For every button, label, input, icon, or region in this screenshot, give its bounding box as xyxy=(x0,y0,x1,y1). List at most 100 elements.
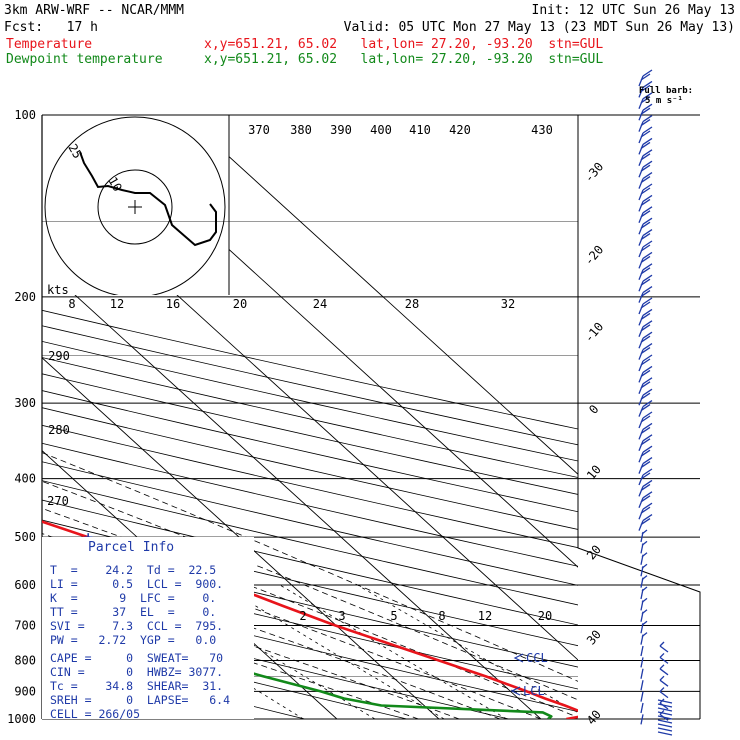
wind-barb-flag xyxy=(640,301,651,309)
wind-barb-staff xyxy=(657,731,673,736)
wind-barb-flag xyxy=(640,164,651,172)
wind-barb-flag xyxy=(640,210,651,218)
parcel-info-row: LI = 0.5 LCL = 900. xyxy=(50,577,223,591)
hodograph-ring-label: 25 xyxy=(65,142,84,162)
wind-barb-staff xyxy=(638,132,644,144)
wind-barb-staff xyxy=(640,668,644,679)
wind-barb-flag xyxy=(642,103,653,111)
theta-label: 400 xyxy=(370,123,392,137)
wind-barb-flag xyxy=(642,479,653,487)
wind-barb-staff xyxy=(638,315,644,326)
wind-barb-flag xyxy=(642,69,653,77)
wind-barb-staff xyxy=(659,702,669,710)
dry-adiabat xyxy=(42,461,578,586)
wind-barb-flag xyxy=(640,198,651,206)
theta-label: 270 xyxy=(47,494,69,508)
wind-barb-staff xyxy=(640,702,644,714)
wind-barb-staff xyxy=(638,337,644,349)
wind-barb-staff xyxy=(638,235,644,246)
wind-barb-flag xyxy=(641,529,648,535)
wind-barb-staff xyxy=(638,178,644,189)
theta-label: 430 xyxy=(531,123,553,137)
isotherm xyxy=(42,357,440,719)
wind-barb-staff xyxy=(659,645,669,653)
dewpoint-legend: Dewpoint temperature xyxy=(6,52,163,67)
wind-barb-flag xyxy=(640,472,651,480)
isotherm-label: 40 xyxy=(584,707,604,727)
wind-barb-flag xyxy=(642,331,653,339)
wind-barb-flag xyxy=(642,320,653,328)
wind-barb-staff xyxy=(638,497,644,509)
hodograph-axis-label: 8 xyxy=(68,297,75,311)
wind-barb-flag xyxy=(640,84,651,92)
wind-barb-staff xyxy=(638,429,644,440)
mixing-ratio-label: 3 xyxy=(338,609,345,623)
wind-barb-staff xyxy=(638,372,644,383)
wind-barb-staff xyxy=(659,691,669,699)
wind-barb-flag xyxy=(641,586,648,592)
wind-barb-flag xyxy=(642,422,653,430)
wind-barb-flag xyxy=(642,80,653,88)
pressure-label: 900 xyxy=(14,684,36,698)
parcel-info-row: Tc = 34.8 SHEAR= 31. xyxy=(50,679,223,693)
pressure-label: 300 xyxy=(14,396,36,410)
wind-barb-staff xyxy=(657,727,673,732)
parcel-info-row: CAPE = 0 SWEAT= 70 xyxy=(50,651,223,665)
wind-barb-staff xyxy=(657,707,673,712)
wind-barb-flag xyxy=(640,461,651,469)
wind-barb-flag xyxy=(640,153,651,161)
hodograph-axis-label: 12 xyxy=(110,297,124,311)
wind-barb-flag xyxy=(640,107,651,115)
wind-barb-staff xyxy=(638,166,644,178)
barb-key-units: 5 m s⁻¹ xyxy=(645,96,683,106)
pressure-label: 200 xyxy=(14,290,36,304)
theta-label: 290 xyxy=(48,349,70,363)
isotherm-label: -30 xyxy=(582,160,607,186)
wind-barbs xyxy=(638,69,673,736)
wind-barb-flag xyxy=(642,160,653,168)
wind-barb-flag xyxy=(640,119,651,127)
wind-barb-flag xyxy=(640,335,651,343)
isotherm-label: -20 xyxy=(582,243,607,269)
wind-barb-staff xyxy=(638,98,644,110)
wind-barb-flag xyxy=(642,115,653,123)
theta-label: 370 xyxy=(248,123,270,137)
mixing-ratio-label: 2 xyxy=(299,609,306,623)
parcel-info-row: TT = 37 EL = 0. xyxy=(50,605,216,619)
wind-barb-staff xyxy=(638,223,644,235)
theta-label: 420 xyxy=(449,123,471,137)
dewpoint-location: x,y=651.21, 65.02 lat,lon= 27.20, -93.20… xyxy=(204,52,603,67)
wind-barb-flag xyxy=(640,347,651,355)
valid-time: Valid: 05 UTC Mon 27 May 13 (23 MDT Sun … xyxy=(344,20,735,35)
wind-barb-staff xyxy=(638,144,644,155)
wind-barb-staff xyxy=(638,349,644,360)
wind-barb-flag xyxy=(659,664,665,670)
wind-barb-staff xyxy=(638,246,644,258)
wind-barb-flag xyxy=(659,641,665,647)
parcel-info-row: SVI = 7.3 CCL = 795. xyxy=(50,619,223,633)
wind-barb-flag xyxy=(640,255,651,263)
wind-barb-staff xyxy=(657,711,673,716)
wind-barb-staff xyxy=(657,703,673,708)
wind-barb-flag xyxy=(642,137,653,145)
wind-barb-staff xyxy=(638,201,644,212)
parcel-info-row: K = 9 LFC = 0. xyxy=(50,591,216,605)
wind-barb-flag xyxy=(640,369,651,377)
mixing-ratio-line xyxy=(357,584,578,714)
wind-barb-staff xyxy=(638,121,644,132)
hodograph-axis-label: 20 xyxy=(233,297,247,311)
wind-barb-flag xyxy=(640,415,651,423)
wind-barb-flag xyxy=(640,506,651,514)
moist-adiabat xyxy=(42,576,460,719)
wind-barb-flag xyxy=(640,267,651,275)
wind-barb-staff xyxy=(638,189,644,201)
wind-barb-staff xyxy=(638,109,644,121)
wind-barb-flag xyxy=(642,263,653,271)
mixing-ratio-label: 5 xyxy=(390,609,397,623)
hodograph-trace xyxy=(79,151,217,247)
moist-adiabat xyxy=(42,452,578,682)
isotherm-label: 0 xyxy=(586,402,601,417)
wind-barb-flag xyxy=(640,221,651,229)
wind-barb-flag xyxy=(640,518,651,526)
